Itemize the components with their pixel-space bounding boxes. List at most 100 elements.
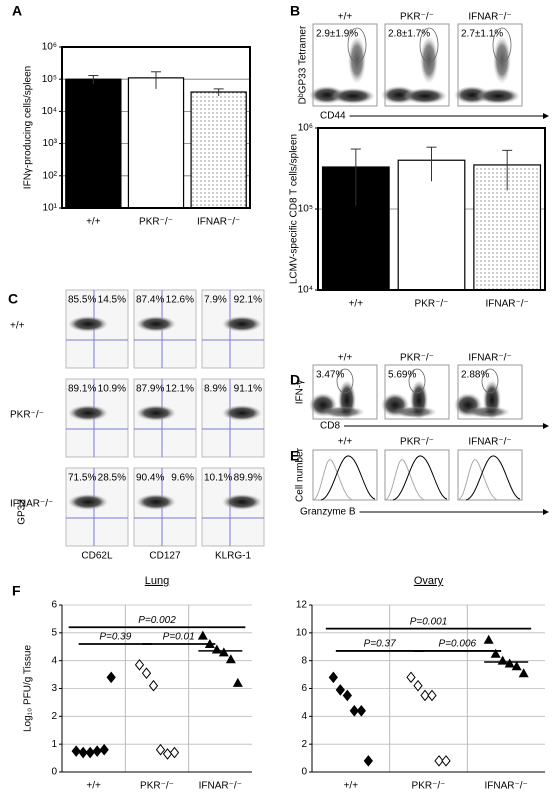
bar bbox=[190, 91, 247, 209]
histogram-control bbox=[312, 459, 354, 501]
data-point bbox=[106, 671, 116, 684]
data-point bbox=[441, 755, 451, 767]
flow-gate bbox=[492, 27, 512, 63]
flow-population bbox=[136, 316, 176, 332]
genotype-label: PKR⁻/⁻ bbox=[400, 353, 434, 364]
flow-population bbox=[466, 406, 510, 418]
data-point bbox=[504, 658, 515, 668]
data-point bbox=[349, 704, 359, 717]
data-point bbox=[225, 654, 236, 664]
data-point bbox=[490, 648, 501, 658]
data-point bbox=[363, 755, 373, 767]
x-tick-label: PKR⁻/⁻ bbox=[140, 781, 174, 792]
flow-population bbox=[321, 406, 365, 418]
bar bbox=[127, 77, 185, 209]
flow-gate bbox=[481, 368, 499, 394]
data-point bbox=[218, 647, 229, 657]
flow-population bbox=[222, 494, 262, 510]
flow-gate bbox=[347, 27, 367, 63]
flow-population bbox=[348, 36, 366, 84]
p-value: P=0.39 bbox=[99, 632, 131, 643]
y-axis-label: LCMV-specific CD8 T cells/spleen bbox=[289, 134, 300, 284]
data-point bbox=[420, 689, 430, 702]
bar bbox=[65, 78, 122, 209]
x-tick-label: PKR⁻/⁻ bbox=[412, 781, 446, 792]
genotype-label: IFNAR⁻/⁻ bbox=[468, 12, 511, 23]
row-label: PKR⁻/⁻ bbox=[10, 410, 44, 421]
y-tick-label: 10¹ bbox=[43, 203, 58, 214]
quadrant-percent: 12.1% bbox=[166, 384, 194, 395]
y-tick-label: 6 bbox=[51, 600, 57, 611]
quadrant-percent: 10.9% bbox=[98, 384, 126, 395]
data-point bbox=[518, 668, 529, 678]
column-label: CD62L bbox=[81, 551, 113, 562]
quadrant-percent: 28.5% bbox=[98, 473, 126, 484]
panel-label: C bbox=[8, 291, 18, 307]
p-value: P=0.001 bbox=[410, 616, 448, 627]
y-tick-label: 0 bbox=[301, 767, 307, 778]
axis-label: CD44 bbox=[320, 111, 346, 122]
chart-title: Lung bbox=[145, 575, 169, 587]
p-value: P=0.002 bbox=[138, 615, 176, 626]
data-point bbox=[427, 689, 437, 702]
data-point bbox=[511, 661, 522, 671]
quadrant-percent: 91.1% bbox=[234, 384, 262, 395]
quadrant-percent: 90.4% bbox=[136, 473, 164, 484]
x-tick-label: +/+ bbox=[344, 781, 359, 792]
genotype-label: PKR⁻/⁻ bbox=[400, 12, 434, 23]
histogram-sample bbox=[392, 455, 448, 501]
data-point bbox=[328, 671, 338, 684]
genotype-label: +/+ bbox=[338, 353, 353, 364]
y-axis-label: IFNγ-producing cells/spleen bbox=[23, 66, 34, 189]
data-point bbox=[162, 748, 173, 760]
column-label: CD127 bbox=[149, 551, 181, 562]
flow-population bbox=[222, 316, 262, 332]
y-tick-label: 4 bbox=[301, 711, 307, 722]
flow-population bbox=[393, 406, 437, 418]
y-tick-label: 2 bbox=[301, 739, 307, 750]
data-point bbox=[335, 684, 345, 696]
gate-percent: 2.88% bbox=[461, 370, 489, 381]
axis-label: Granzyme B bbox=[300, 507, 356, 518]
data-point bbox=[78, 746, 88, 759]
histogram-sample bbox=[465, 455, 521, 501]
gate-percent: 5.69% bbox=[388, 370, 416, 381]
plot-frame bbox=[317, 127, 546, 291]
histogram-control bbox=[384, 459, 426, 501]
y-tick-label: 10⁶ bbox=[298, 123, 313, 134]
y-tick-label: 4 bbox=[51, 655, 57, 666]
data-point bbox=[356, 704, 366, 717]
panel-label: A bbox=[12, 3, 22, 19]
y-tick-label: 1 bbox=[51, 739, 57, 750]
panel-label: D bbox=[290, 372, 300, 388]
quadrant-percent: 89.1% bbox=[68, 384, 96, 395]
axis-label: Cell number bbox=[295, 447, 306, 502]
flow-population bbox=[476, 88, 520, 104]
gate-percent: 3.47% bbox=[316, 370, 344, 381]
chart-title: Ovary bbox=[414, 575, 444, 587]
data-point bbox=[406, 671, 416, 684]
panel-label: F bbox=[12, 583, 21, 599]
gate-percent: 2.9±1.9% bbox=[316, 29, 358, 40]
genotype-label: IFNAR⁻/⁻ bbox=[468, 353, 511, 364]
data-point bbox=[197, 630, 208, 640]
flow-population bbox=[222, 405, 262, 421]
flow-population bbox=[136, 494, 176, 510]
data-point bbox=[155, 743, 166, 756]
row-label: IFNAR⁻/⁻ bbox=[10, 499, 53, 510]
gate-percent: 2.8±1.7% bbox=[388, 29, 430, 40]
flow-population bbox=[68, 316, 108, 332]
p-value: P=0.006 bbox=[439, 639, 477, 650]
quadrant-percent: 10.1% bbox=[204, 473, 232, 484]
flow-gate bbox=[419, 27, 439, 63]
flow-population bbox=[68, 405, 108, 421]
quadrant-percent: 9.6% bbox=[171, 473, 194, 484]
y-tick-label: 10² bbox=[43, 170, 58, 181]
y-tick-label: 0 bbox=[51, 767, 57, 778]
y-axis-label: Log₁₀ PFU/g Tissue bbox=[23, 645, 34, 732]
y-tick-label: 5 bbox=[51, 627, 57, 638]
data-point bbox=[134, 659, 145, 671]
axis-label: GP33 bbox=[17, 499, 28, 525]
panel-label: E bbox=[290, 448, 299, 464]
